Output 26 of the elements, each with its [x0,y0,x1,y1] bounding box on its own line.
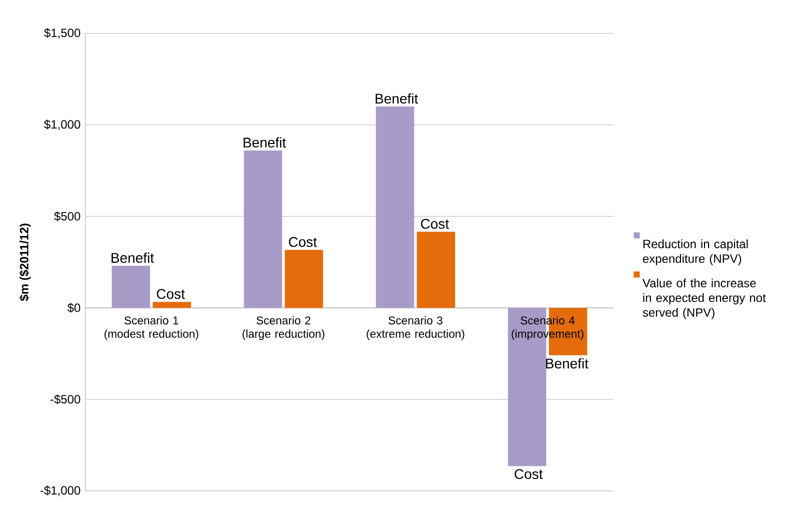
y-tick-label: $500 [54,212,80,222]
x-tick-label: Scenario 3 (extreme reduction) [366,316,464,340]
annotation: Cost [420,219,449,230]
bar [244,150,282,308]
y-tick-label: -$1,000 [40,486,80,496]
legend-label: Value of the increase in expected energy not served (NPV) [642,278,766,320]
annotation: Benefit [112,252,154,264]
bar [284,250,324,308]
y-tick-label: $1,000 [44,120,80,130]
legend-label: Reduction in capital expenditure (NPV) [642,240,748,266]
annotation: Cost [156,289,185,300]
annotation: Cost [514,469,543,480]
x-tick-label: Scenario 1 (modest reduction) [104,316,198,340]
bar [376,106,414,308]
y-tick-label: -$500 [50,394,80,404]
y-tick-label: $0 [67,303,80,313]
x-tick-label: Scenario 2 (large reduction) [242,316,324,340]
bar [416,232,456,308]
annotation: Benefit [376,94,418,104]
annotation: Benefit [244,137,286,148]
y-tick-label: $1,500 [44,28,80,39]
annotation: Benefit [546,358,588,369]
bar [152,302,192,308]
annotation: Cost [288,237,317,248]
bar [112,266,150,308]
y-axis-title: $m ($2011/12) [19,224,31,302]
